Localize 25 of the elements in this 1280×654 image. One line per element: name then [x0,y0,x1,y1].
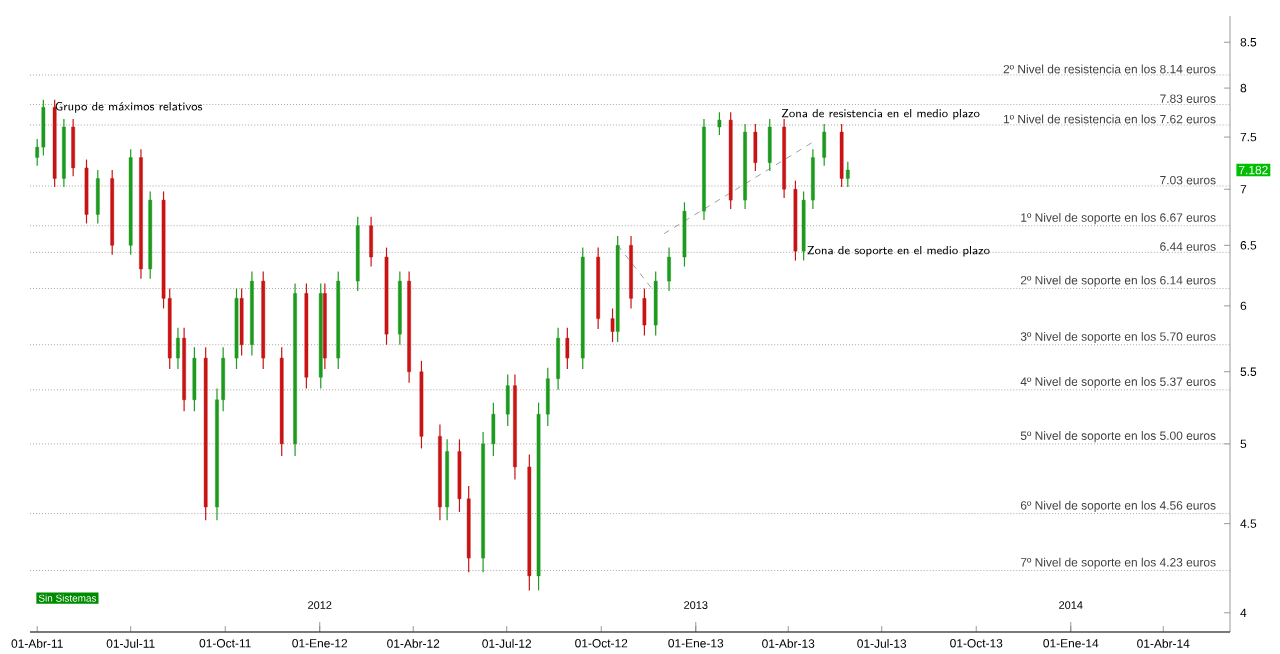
candlestick [176,327,180,370]
candlestick [653,270,658,337]
candlestick [505,373,510,427]
candlestick [753,123,758,172]
candlestick [192,346,197,412]
candlestick [845,161,850,188]
candlestick [71,118,75,177]
candlestick [811,148,815,210]
candlestick [667,247,671,292]
candlestick [610,307,615,343]
candlestick [457,438,462,513]
candlestick [565,327,570,370]
candlestick [84,158,89,225]
candlestick [642,287,647,337]
candlestick [239,287,244,356]
candlestick [556,327,560,391]
candlestick [767,118,772,172]
candlestick [369,216,373,268]
candlestick [717,111,722,136]
candlestick [682,201,687,268]
candlestick [822,123,827,167]
candlestick [545,367,550,427]
candlestick [839,123,844,188]
candlestick [491,402,496,457]
candlestick [95,169,100,225]
